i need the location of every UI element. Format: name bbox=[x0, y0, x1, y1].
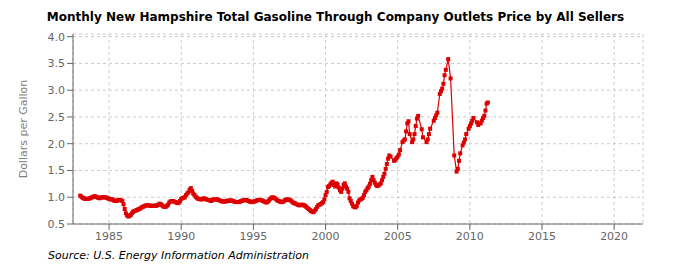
svg-text:1990: 1990 bbox=[167, 230, 195, 243]
svg-text:Dollars per Gallon: Dollars per Gallon bbox=[17, 80, 30, 179]
svg-text:4.0: 4.0 bbox=[48, 31, 66, 44]
html-text:Monthly New Hampshire Total Ga: Monthly New Hampshire Total Gasoline Thr… bbox=[46, 10, 625, 24]
svg-text:2020: 2020 bbox=[600, 230, 628, 243]
svg-text:1.5: 1.5 bbox=[48, 164, 66, 177]
svg-text:1985: 1985 bbox=[95, 230, 123, 243]
html-text:Source: U.S. Energy Informatio: Source: U.S. Energy Information Administ… bbox=[48, 249, 309, 262]
svg-text:2.0: 2.0 bbox=[48, 138, 66, 151]
svg-text:2010: 2010 bbox=[456, 230, 484, 243]
svg-text:2015: 2015 bbox=[528, 230, 556, 243]
svg-text:2000: 2000 bbox=[312, 230, 340, 243]
svg-text:2005: 2005 bbox=[384, 230, 412, 243]
svg-text:1.0: 1.0 bbox=[48, 191, 66, 204]
svg-text:3.0: 3.0 bbox=[48, 84, 66, 97]
svg-text:0.5: 0.5 bbox=[48, 218, 66, 231]
svg-text:3.5: 3.5 bbox=[48, 57, 66, 70]
svg-text:2.5: 2.5 bbox=[48, 111, 66, 124]
svg-text:1995: 1995 bbox=[239, 230, 267, 243]
